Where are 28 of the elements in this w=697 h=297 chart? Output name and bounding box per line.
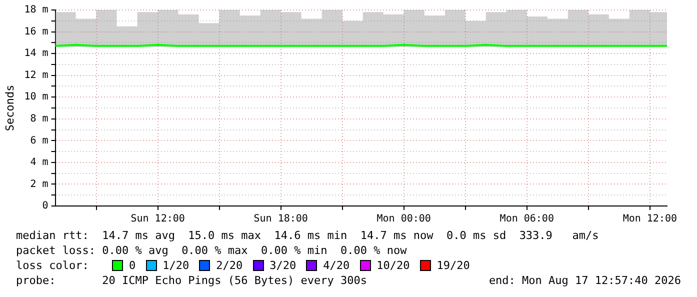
x-tick-label: Sun 18:00 bbox=[254, 214, 308, 225]
x-tick-label: Mon 00:00 bbox=[376, 214, 431, 225]
text: probe: 20 ICMP Echo Pings (56 Bytes) every 300s bbox=[16, 273, 367, 288]
y-axis-title: Seconds bbox=[3, 84, 16, 132]
x-tick-label: Mon 06:00 bbox=[500, 214, 554, 225]
text: packet loss: 0.00 % avg 0.00 % max 0.00 % min 0.00 % now bbox=[16, 243, 408, 258]
legend-label: 19/20 bbox=[436, 258, 470, 273]
text: median rtt: 14.7 ms avg 15.0 ms max 14.6 ms min 14.7 ms now 0.0 ms sd 333.9 am/s bbox=[16, 228, 600, 243]
legend-label: 2/20 bbox=[216, 258, 243, 273]
legend-label: 10/20 bbox=[376, 258, 410, 273]
y-tick-label: 16 m bbox=[24, 26, 48, 38]
y-tick-label: 12 m bbox=[24, 70, 48, 81]
legend-label: 3/20 bbox=[270, 258, 296, 273]
x-tick-label: Sun 12:00 bbox=[130, 214, 185, 225]
y-tick-label: 18 m bbox=[24, 4, 48, 16]
y-tick-label: 8 m bbox=[30, 113, 48, 124]
y-tick-label: 14 m bbox=[24, 48, 48, 60]
legend-label: 0 bbox=[129, 258, 136, 273]
legend-label: 1/20 bbox=[162, 258, 190, 273]
text: end: Mon Aug 17 12:57:40 2026 bbox=[488, 273, 681, 288]
y-tick-label: 2 m bbox=[30, 178, 48, 190]
y-tick-label: 10 m bbox=[24, 92, 48, 103]
x-tick-label: Mon 12:00 bbox=[622, 214, 678, 225]
y-tick-label: 4 m bbox=[30, 157, 48, 168]
y-tick-label: 6 m bbox=[30, 135, 48, 146]
legend-label: 4/20 bbox=[323, 258, 350, 273]
legend-title: loss color: bbox=[16, 258, 90, 273]
y-tick-label: 0 bbox=[42, 200, 48, 212]
